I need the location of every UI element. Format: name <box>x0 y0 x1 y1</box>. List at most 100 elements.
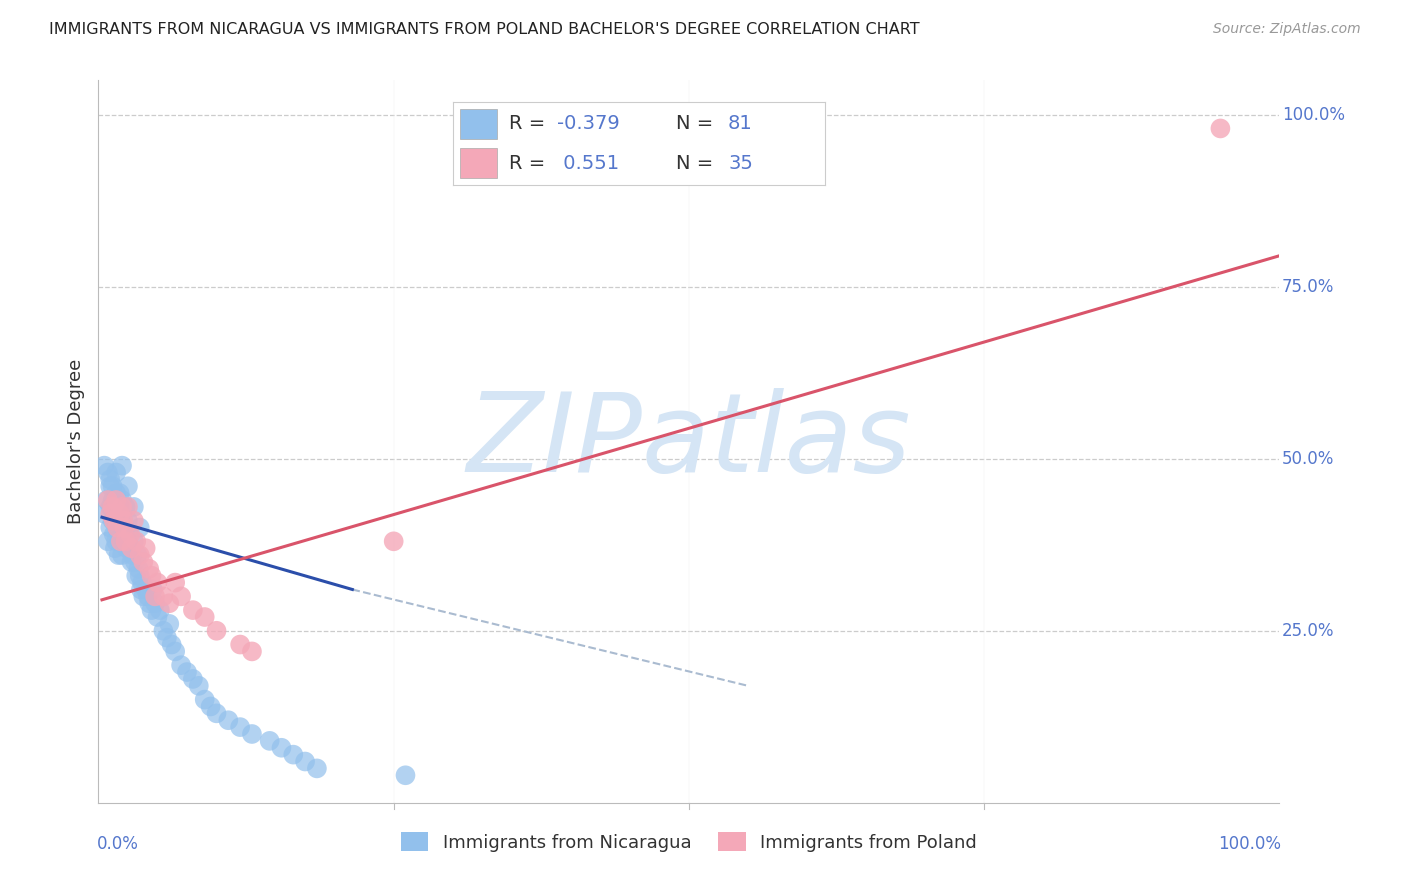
Point <box>111 548 134 562</box>
FancyBboxPatch shape <box>460 109 498 138</box>
Point <box>270 740 292 755</box>
Point <box>110 514 132 528</box>
Point <box>132 590 155 604</box>
Text: 35: 35 <box>728 154 752 173</box>
Point <box>200 699 222 714</box>
Point <box>125 534 148 549</box>
Point <box>121 541 143 556</box>
Point <box>205 706 228 721</box>
Point <box>229 720 252 734</box>
Point <box>103 527 125 541</box>
Point <box>170 590 193 604</box>
Text: Source: ZipAtlas.com: Source: ZipAtlas.com <box>1213 22 1361 37</box>
Point <box>98 520 121 534</box>
Text: IMMIGRANTS FROM NICARAGUA VS IMMIGRANTS FROM POLAND BACHELOR'S DEGREE CORRELATIO: IMMIGRANTS FROM NICARAGUA VS IMMIGRANTS … <box>49 22 920 37</box>
Point <box>105 493 128 508</box>
Point <box>105 486 128 500</box>
Point <box>121 548 143 562</box>
Text: 100.0%: 100.0% <box>1282 105 1344 124</box>
Point <box>128 520 150 534</box>
Text: 0.551: 0.551 <box>557 154 619 173</box>
Point <box>101 514 124 528</box>
Point <box>111 493 134 508</box>
Text: R =: R = <box>509 154 551 173</box>
Point <box>194 610 217 624</box>
Point <box>240 644 263 658</box>
Point <box>143 590 166 604</box>
Point <box>135 541 157 556</box>
Text: -0.379: -0.379 <box>557 114 620 133</box>
Point <box>101 479 124 493</box>
Point <box>104 541 127 556</box>
Point <box>187 679 209 693</box>
Point <box>98 507 121 521</box>
Point <box>122 500 145 514</box>
Text: 81: 81 <box>728 114 752 133</box>
Point <box>132 555 155 569</box>
Point <box>138 562 160 576</box>
Point <box>176 665 198 679</box>
Point <box>93 458 115 473</box>
Text: 50.0%: 50.0% <box>1282 450 1334 467</box>
Point <box>194 692 217 706</box>
Point <box>141 568 163 582</box>
Point <box>170 658 193 673</box>
Point <box>108 507 131 521</box>
Point <box>111 507 134 521</box>
Point <box>152 590 174 604</box>
Text: 0.0%: 0.0% <box>97 835 139 854</box>
Text: 100.0%: 100.0% <box>1218 835 1281 854</box>
Point <box>157 616 180 631</box>
Point <box>105 534 128 549</box>
Point <box>128 548 150 562</box>
Point <box>129 582 152 597</box>
Point <box>165 575 187 590</box>
Point <box>121 555 143 569</box>
Y-axis label: Bachelor's Degree: Bachelor's Degree <box>66 359 84 524</box>
Point <box>117 514 139 528</box>
Point <box>131 575 153 590</box>
Point <box>138 596 160 610</box>
Text: 25.0%: 25.0% <box>1282 622 1334 640</box>
Point <box>143 596 166 610</box>
Point <box>97 493 120 508</box>
Point <box>112 520 135 534</box>
Point <box>111 527 134 541</box>
Point <box>103 514 125 528</box>
Point <box>294 755 316 769</box>
Point <box>160 638 183 652</box>
Point <box>112 514 135 528</box>
Point <box>217 713 239 727</box>
Point <box>114 500 136 514</box>
Text: R =: R = <box>509 114 551 133</box>
Point <box>125 568 148 582</box>
Point <box>181 672 204 686</box>
Point <box>101 500 124 514</box>
Text: 75.0%: 75.0% <box>1282 277 1334 296</box>
Point <box>305 761 328 775</box>
Point <box>117 479 139 493</box>
Text: ZIPatlas: ZIPatlas <box>467 388 911 495</box>
Point <box>117 500 139 514</box>
Point <box>101 493 124 508</box>
Point <box>97 534 120 549</box>
Point <box>105 466 128 480</box>
Point <box>122 514 145 528</box>
Point <box>229 638 252 652</box>
Point <box>128 568 150 582</box>
Point <box>111 458 134 473</box>
Point <box>122 534 145 549</box>
Point <box>135 582 157 597</box>
Point <box>114 534 136 549</box>
Point <box>114 520 136 534</box>
Point <box>108 486 131 500</box>
Point <box>118 527 141 541</box>
Point <box>181 603 204 617</box>
Point <box>98 472 121 486</box>
Point <box>152 624 174 638</box>
Point <box>157 596 180 610</box>
Point <box>146 610 169 624</box>
Point <box>105 520 128 534</box>
Point <box>120 541 142 556</box>
Point <box>149 603 172 617</box>
